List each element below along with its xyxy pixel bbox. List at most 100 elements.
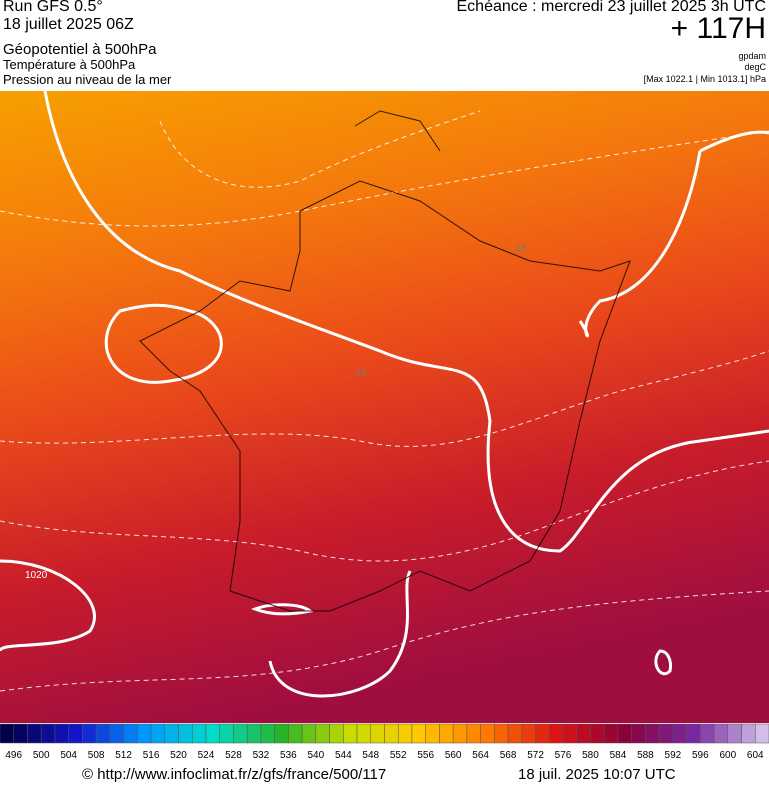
field: Géopotentiel à 500hPa: [3, 41, 157, 58]
contour-label: 16: [355, 368, 367, 379]
colorbar-swatch: [590, 723, 605, 744]
unit: degC: [744, 62, 766, 72]
colorbar-label: 500: [33, 750, 50, 761]
colorbar-label: 596: [692, 750, 709, 761]
colorbar-swatch: [0, 723, 14, 744]
colorbar-swatch: [521, 723, 536, 744]
colorbar-label: 512: [115, 750, 132, 761]
colorbar-label: 520: [170, 750, 187, 761]
colorbar-swatch: [370, 723, 385, 744]
colorbar-label: 588: [637, 750, 654, 761]
contour-label: 18: [515, 243, 527, 254]
colorbar-label: 552: [390, 750, 407, 761]
colorbar-label: 604: [747, 750, 764, 761]
colorbar-label: 516: [143, 750, 160, 761]
pressure-range: [Max 1022.1 | Min 1013.1] hPa: [643, 74, 766, 84]
colorbar-swatch: [137, 723, 152, 744]
colorbar-swatch: [452, 723, 468, 744]
colorbar-label: 584: [610, 750, 627, 761]
colorbar-swatch: [425, 723, 440, 744]
colorbar-swatch: [301, 723, 317, 744]
colorbar-swatch: [700, 723, 715, 744]
colorbar-swatch: [507, 723, 523, 744]
echeance: Echéance : mercredi 23 juillet 2025 3h U…: [456, 0, 767, 15]
colorbar-swatch: [686, 723, 701, 744]
colorbar-swatch: [576, 723, 591, 744]
colorbar: 496 500 504 508 512 516 520 524 528 532 536 540 544 5…: [0, 723, 769, 761]
colorbar-swatch: [727, 723, 742, 744]
colorbar-label: 572: [527, 750, 544, 761]
colorbar-label: 496: [5, 750, 22, 761]
colorbar-label: 508: [88, 750, 105, 761]
colorbar-swatch: [27, 723, 42, 744]
colorbar-label: 504: [60, 750, 77, 761]
colorbar-swatch: [260, 723, 275, 744]
colorbar-swatch: [274, 723, 289, 744]
colorbar-swatch: [384, 723, 399, 744]
colorbar-swatch: [480, 723, 495, 744]
colorbar-swatch: [713, 723, 729, 744]
colorbar-swatch: [178, 723, 193, 744]
colorbar-label: 560: [445, 750, 462, 761]
colorbar-swatch: [150, 723, 166, 744]
offset: + 117H: [670, 12, 766, 45]
colorbar-label: 544: [335, 750, 352, 761]
field: Température à 500hPa: [3, 57, 136, 72]
colorbar-swatch: [672, 723, 687, 744]
unit: gpdam: [738, 51, 766, 61]
colorbar-swatch: [631, 723, 646, 744]
colorbar-label: 580: [582, 750, 599, 761]
colorbar-label: 528: [225, 750, 242, 761]
run: Run GFS 0.5°: [3, 0, 103, 15]
colorbar-swatch: [343, 723, 358, 744]
colorbar-swatch: [68, 723, 83, 744]
colorbar-label: 568: [500, 750, 517, 761]
field: Pression au niveau de la mer: [3, 72, 172, 87]
colorbar-swatch: [95, 723, 111, 744]
colorbar-label: 600: [719, 750, 736, 761]
colorbar-label: 540: [307, 750, 324, 761]
colorbar-swatch: [397, 723, 413, 744]
colorbar-swatch: [411, 723, 426, 744]
colorbar-swatch: [617, 723, 632, 744]
colorbar-swatch: [54, 723, 69, 744]
footer-source: © http://www.infoclimat.fr/z/gfs/france/…: [82, 766, 387, 783]
colorbar-swatch: [535, 723, 550, 744]
colorbar-swatch: [315, 723, 330, 744]
colorbar-swatch: [356, 723, 372, 744]
colorbar-swatch: [40, 723, 56, 744]
colorbar-swatch: [164, 723, 179, 744]
colorbar-swatch: [109, 723, 124, 744]
colorbar-label: 548: [362, 750, 379, 761]
colorbar-swatch: [603, 723, 619, 744]
colorbar-label: 524: [198, 750, 215, 761]
colorbar-swatch: [123, 723, 138, 744]
colorbar-swatch: [494, 723, 509, 744]
colorbar-swatch: [219, 723, 234, 744]
colorbar-label: 532: [253, 750, 270, 761]
colorbar-swatch: [192, 723, 207, 744]
colorbar-swatch: [549, 723, 564, 744]
colorbar-swatch: [562, 723, 578, 744]
colorbar-swatch: [741, 723, 756, 744]
colorbar-swatch: [246, 723, 262, 744]
footer-timestamp: 18 juil. 2025 10:07 UTC: [518, 766, 676, 783]
colorbar-label: 592: [665, 750, 682, 761]
run-date: 18 juillet 2025 06Z: [3, 16, 134, 33]
map: 16 18 1020: [0, 91, 769, 723]
colorbar-swatch: [755, 723, 769, 744]
colorbar-label: 576: [555, 750, 572, 761]
contour-label: 1020: [25, 570, 48, 581]
colorbar-swatch: [233, 723, 248, 744]
colorbar-label: 536: [280, 750, 297, 761]
colorbar-swatch: [82, 723, 97, 744]
colorbar-label: 556: [417, 750, 434, 761]
colorbar-label: 564: [472, 750, 489, 761]
colorbar-swatch: [205, 723, 220, 744]
colorbar-swatch: [288, 723, 303, 744]
colorbar-swatch: [466, 723, 481, 744]
colorbar-swatch: [658, 723, 674, 744]
colorbar-swatch: [439, 723, 454, 744]
colorbar-swatch: [329, 723, 344, 744]
